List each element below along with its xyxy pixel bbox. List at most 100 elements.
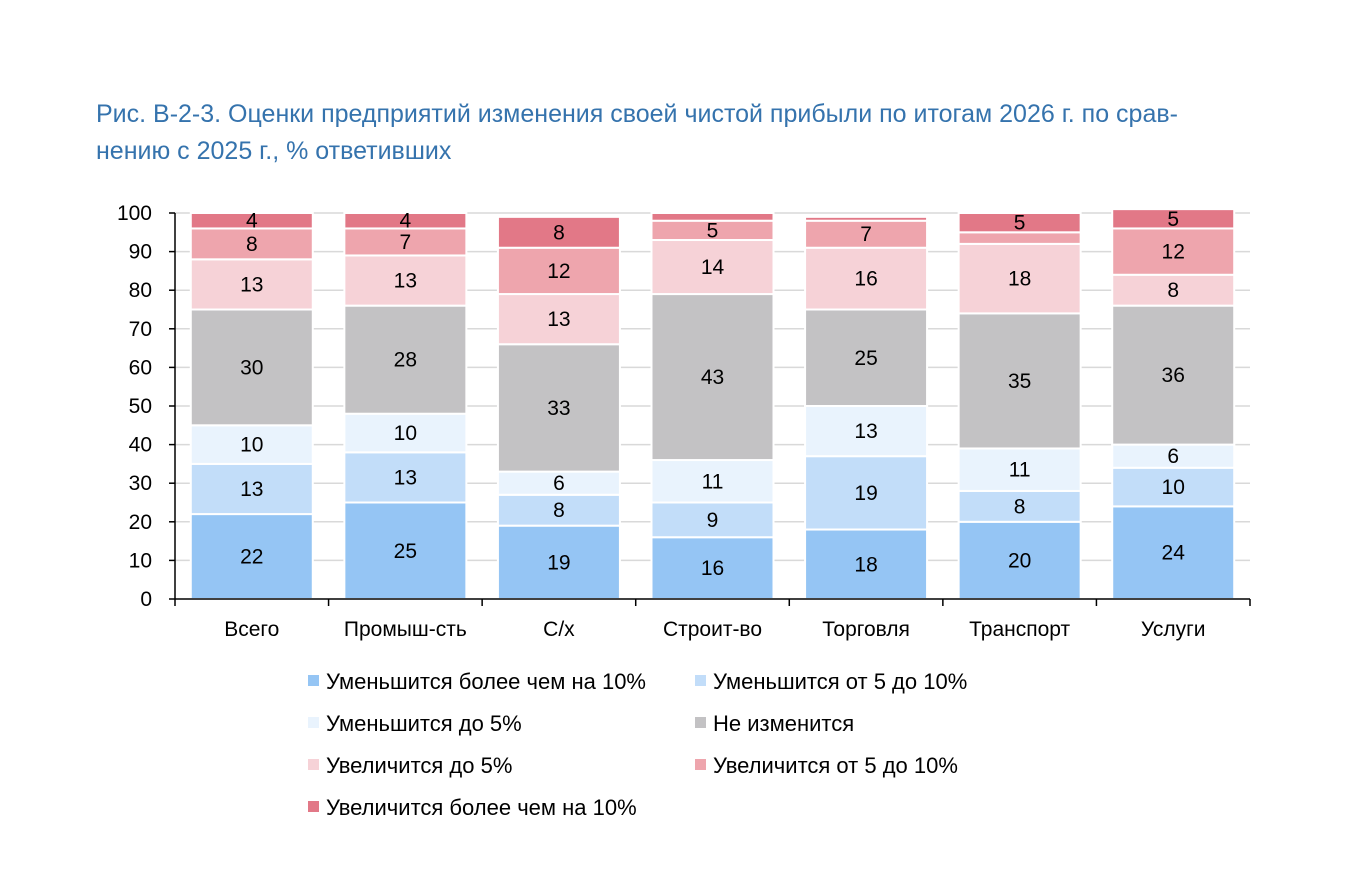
segment-value-label: 5	[1014, 212, 1026, 235]
segment-value-label: 13	[547, 308, 570, 331]
x-tick-label: Услуги	[1141, 618, 1206, 641]
bar-segment	[496, 524, 621, 600]
bar-segment	[650, 239, 775, 296]
segment-value-label: 13	[240, 273, 263, 296]
y-tick-label: 10	[129, 549, 152, 572]
bar-segment	[650, 293, 775, 462]
segment-value-label: 25	[854, 347, 877, 370]
segment-value-label: 19	[547, 551, 570, 574]
segment-value-label: 43	[701, 366, 724, 389]
chart-title: Рис. В-2-3. Оценки предприятий изменения…	[96, 96, 1306, 170]
bar-segment	[189, 258, 314, 311]
segment-value-label: 8	[1167, 279, 1179, 302]
segment-value-label: 4	[400, 210, 412, 233]
bar-segment	[957, 242, 1082, 315]
segment-value-label: 9	[707, 509, 719, 532]
segment-value-label: 10	[240, 434, 263, 457]
legend: Уменьшится более чем на 10% Уменьшится от…	[308, 669, 967, 820]
segment-value-label: 6	[553, 472, 565, 495]
bar-segment	[957, 212, 1082, 234]
segment-value-label: 7	[860, 223, 872, 246]
segment-value-label: 6	[1167, 445, 1179, 468]
legend-entry: Уменьшится до 5%	[326, 711, 522, 736]
segment-value-label: 11	[1009, 459, 1031, 482]
bar-segment	[1111, 466, 1236, 508]
legend-swatch	[695, 759, 706, 770]
segment-value-label: 18	[1008, 268, 1031, 291]
y-tick-label: 70	[129, 318, 152, 341]
segment-value-label: 18	[854, 553, 877, 576]
segment-value-label: 7	[400, 231, 412, 254]
bar-segment	[343, 451, 468, 504]
bar-segment	[1111, 273, 1236, 307]
segment-value-label: 12	[1162, 241, 1185, 264]
y-tick-label: 50	[129, 395, 152, 418]
bar-segment	[804, 215, 929, 222]
bar-segment	[189, 227, 314, 261]
legend-swatch	[308, 717, 319, 728]
segment-value-label: 5	[707, 219, 719, 242]
bar-segment	[957, 489, 1082, 523]
segment-value-label: 20	[1008, 549, 1031, 572]
segment-value-label: 33	[547, 397, 570, 420]
segment-value-label: 16	[701, 557, 724, 580]
segment-value-label: 36	[1162, 364, 1185, 387]
y-tick-label: 40	[129, 434, 152, 457]
bar-segment	[957, 312, 1082, 450]
segment-value-label: 8	[246, 233, 258, 256]
bar-segment	[343, 304, 468, 415]
segment-value-label: 8	[553, 221, 565, 244]
bar-segment	[189, 212, 314, 230]
bar-segment	[650, 536, 775, 600]
y-tick-label: 20	[129, 511, 152, 534]
bar-segment	[1111, 304, 1236, 446]
bar-segment	[496, 343, 621, 473]
bar-segment	[804, 246, 929, 311]
x-tick-label: Всего	[224, 618, 279, 641]
bar-segment	[496, 293, 621, 346]
segment-value-label: 5	[1167, 208, 1179, 231]
segment-value-label: 13	[854, 420, 877, 443]
legend-swatch	[308, 801, 319, 812]
x-tick-label: Промыш-сть	[344, 618, 467, 641]
x-tick-label: Торговля	[822, 618, 910, 641]
bar-segment	[189, 308, 314, 427]
segment-value-label: 16	[854, 268, 877, 291]
segment-value-label: 14	[701, 256, 725, 279]
bar-segment	[496, 493, 621, 527]
segment-value-label: 4	[246, 210, 258, 233]
bar-segment	[343, 254, 468, 307]
bar-segment	[343, 227, 468, 257]
segment-value-label: 13	[240, 478, 263, 501]
segment-value-label: 13	[394, 466, 417, 489]
legend-entry: Не изменится	[713, 711, 854, 736]
legend-entry: Увеличится от 5 до 10%	[713, 753, 958, 778]
segment-value-label: 8	[1014, 495, 1026, 518]
bar-segment	[957, 447, 1082, 492]
segment-value-label: 11	[702, 470, 724, 493]
bar-segment	[189, 424, 314, 465]
segment-value-label: 10	[1162, 476, 1185, 499]
x-tick-label: Транспорт	[969, 618, 1070, 641]
legend-entry: Уменьшится от 5 до 10%	[713, 669, 967, 694]
segment-value-label: 22	[240, 546, 263, 569]
y-tick-label: 100	[117, 202, 152, 225]
segment-value-label: 19	[854, 482, 877, 505]
segment-value-label: 13	[394, 270, 417, 293]
legend-swatch	[308, 675, 319, 686]
bar-segment	[496, 215, 621, 249]
segment-value-label: 10	[394, 422, 417, 445]
legend-swatch	[308, 759, 319, 770]
chart-title-line-1: Рис. В-2-3. Оценки предприятий изменения…	[96, 100, 1178, 128]
segment-value-label: 25	[394, 540, 417, 563]
legend-entry: Увеличится до 5%	[326, 753, 512, 778]
segment-value-label: 12	[547, 260, 570, 283]
y-tick-label: 80	[129, 279, 152, 302]
legend-swatch	[695, 717, 706, 728]
segment-value-label: 8	[553, 499, 565, 522]
segment-value-label: 35	[1008, 370, 1031, 393]
bar-segment	[1111, 208, 1236, 230]
x-tick-label: С/х	[543, 618, 575, 641]
bar-segment	[650, 501, 775, 539]
